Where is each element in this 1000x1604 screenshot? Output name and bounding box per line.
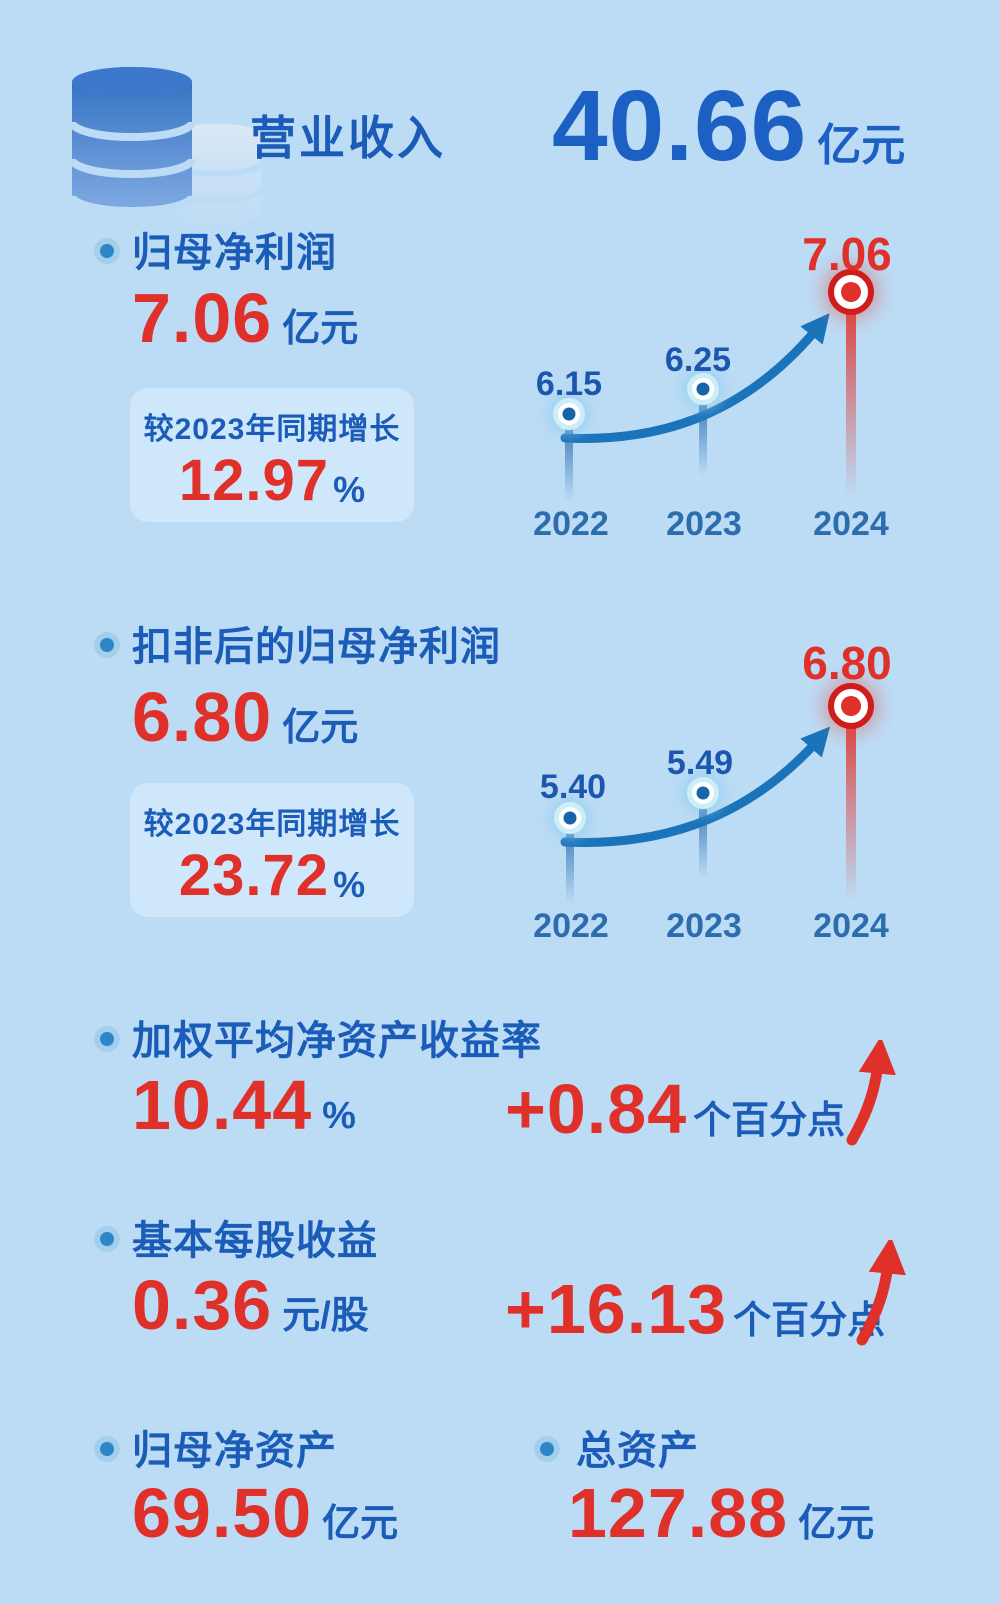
trend-arrow-icon: [560, 726, 831, 847]
net-assets-label: 归母净资产: [132, 1429, 337, 1473]
data-point-2024: [828, 269, 874, 315]
net-assets-number: 69.50: [132, 1474, 313, 1552]
axis-label-2023: 2023: [666, 505, 742, 543]
axis-label-2022: 2022: [533, 907, 609, 945]
stem-2023: [699, 793, 707, 879]
axis-label-2022: 2022: [533, 505, 609, 543]
bullet-icon: [534, 1436, 560, 1462]
page-title: 营业收入: [250, 112, 446, 164]
axis-label-2024: 2024: [813, 505, 889, 543]
growth-number: 12.97: [178, 448, 330, 513]
growth-caption: 较2023年同期增长: [143, 413, 401, 446]
bullet-icon: [94, 238, 120, 264]
axis-label-2024: 2024: [813, 907, 889, 945]
eps-value: 0.36 元/股: [132, 1270, 369, 1340]
point-label-2024: 7.06: [802, 228, 892, 280]
bullet-icon: [94, 1026, 120, 1052]
deducted-net-profit-unit: 亿元: [282, 707, 359, 749]
bullet-icon: [94, 1436, 120, 1462]
net-profit-label: 归母净利润: [132, 231, 337, 275]
deducted-net-profit-trend-chart: 5.40 5.49 6.80 2022 2023 2024: [490, 620, 940, 945]
eps-number: 0.36: [132, 1266, 273, 1344]
up-arrow-icon: [856, 1240, 906, 1346]
stem-2024: [846, 706, 856, 902]
data-point-2023: [687, 777, 719, 809]
data-point-2022: [554, 802, 586, 834]
roe-delta-unit: 个百分点: [693, 1100, 846, 1142]
data-point-2022: [553, 398, 585, 430]
eps-delta-number: +16.13: [505, 1270, 728, 1348]
revenue-number: 40.66: [552, 70, 808, 182]
net-profit-trend-chart: 6.15 6.25 7.06 2022 2023 2024: [490, 225, 940, 543]
growth-caption: 较2023年同期增长: [143, 808, 401, 841]
roe-unit: %: [322, 1095, 356, 1137]
eps-unit: 元/股: [282, 1295, 369, 1337]
axis-label-2023: 2023: [666, 907, 742, 945]
deducted-net-profit-growth-card: 较2023年同期增长 23.72 %: [130, 783, 414, 917]
roe-delta-number: +0.84: [505, 1070, 688, 1148]
bullet-icon: [94, 632, 120, 658]
point-label-2022: 6.15: [535, 365, 603, 403]
total-assets-label: 总资产: [576, 1429, 699, 1473]
total-assets-unit: 亿元: [798, 1503, 875, 1545]
net-profit-growth-card: 较2023年同期增长 12.97 %: [130, 388, 414, 522]
net-profit-unit: 亿元: [282, 308, 359, 350]
deducted-net-profit-number: 6.80: [132, 678, 273, 756]
data-point-2023: [687, 373, 719, 405]
point-label-2023: 5.49: [666, 744, 734, 782]
eps-label: 基本每股收益: [132, 1219, 378, 1263]
growth-number: 23.72: [178, 843, 330, 908]
stem-2022: [566, 818, 574, 904]
net-profit-number: 7.06: [132, 279, 273, 357]
stem-2024: [846, 292, 856, 498]
trend-arrow-icon: [560, 313, 830, 443]
deducted-net-profit-value: 6.80 亿元: [132, 682, 358, 752]
roe-number: 10.44: [132, 1066, 313, 1144]
up-arrow-icon: [846, 1040, 896, 1146]
growth-unit: %: [333, 469, 366, 510]
eps-delta: +16.13 个百分点: [505, 1274, 885, 1344]
net-assets-value: 69.50 亿元: [132, 1478, 398, 1548]
stem-2023: [699, 389, 707, 477]
net-profit-value: 7.06 亿元: [132, 283, 358, 353]
roe-value: 10.44 %: [132, 1070, 356, 1140]
roe-delta: +0.84 个百分点: [505, 1074, 845, 1144]
total-assets-number: 127.88: [568, 1474, 789, 1552]
point-label-2024: 6.80: [802, 637, 892, 689]
data-point-2024: [828, 683, 874, 729]
revenue-value: 40.66 亿元: [552, 76, 905, 176]
net-assets-unit: 亿元: [322, 1503, 399, 1545]
point-label-2023: 6.25: [664, 341, 732, 379]
deducted-net-profit-label: 扣非后的归母净利润: [132, 625, 501, 669]
roe-label: 加权平均净资产收益率: [132, 1019, 542, 1063]
total-assets-value: 127.88 亿元: [568, 1478, 874, 1548]
revenue-unit: 亿元: [817, 121, 906, 170]
point-label-2022: 5.40: [539, 768, 607, 806]
stem-2022: [565, 414, 573, 502]
database-icon: [70, 67, 264, 228]
growth-unit: %: [333, 864, 366, 905]
bullet-icon: [94, 1226, 120, 1252]
